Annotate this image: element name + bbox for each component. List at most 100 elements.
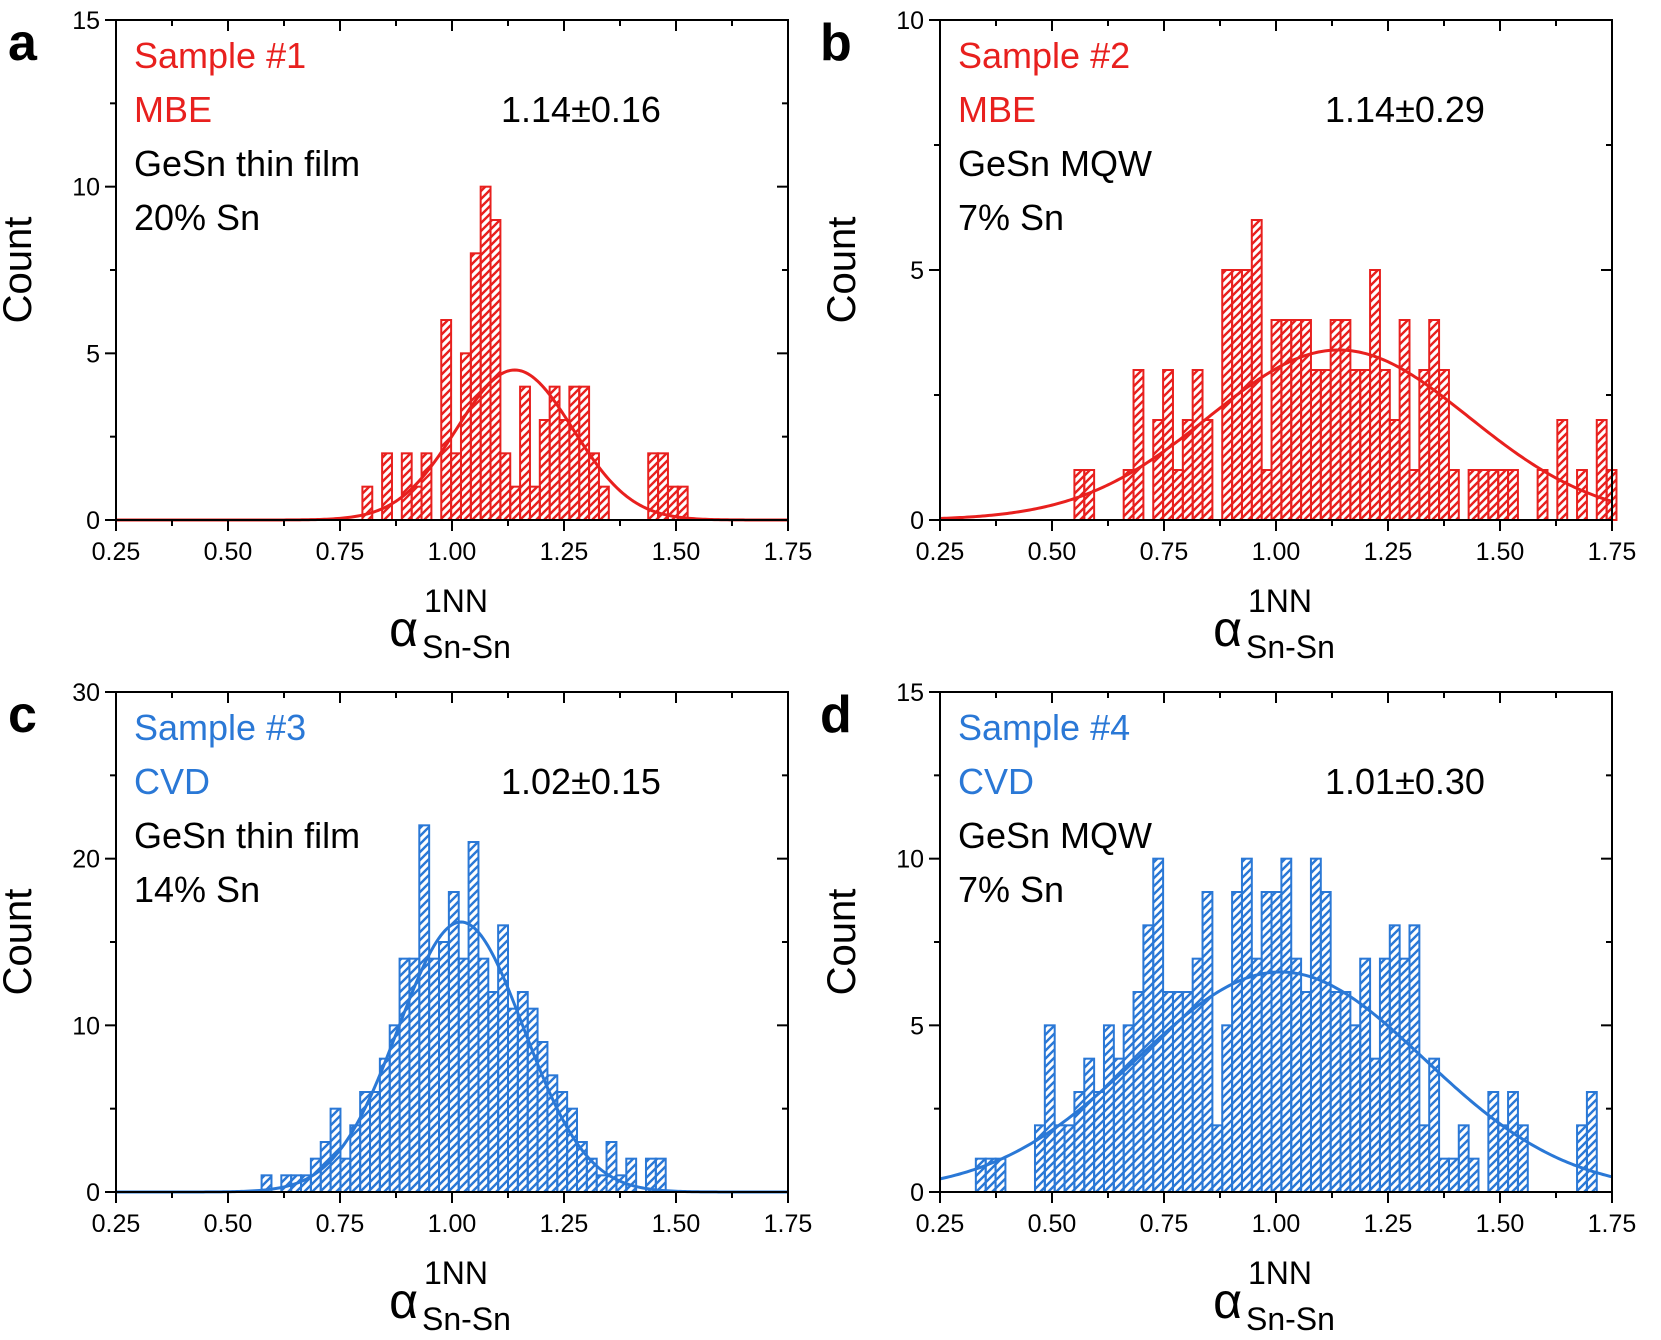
histogram-bar <box>1280 319 1293 521</box>
annotation-structure: GeSn MQW <box>958 815 1152 856</box>
histogram-bar <box>1388 924 1401 1194</box>
histogram-bar <box>1319 891 1332 1193</box>
x-axis-title-subscript: Sn-Sn <box>1246 629 1335 665</box>
histogram-bar <box>1201 891 1214 1193</box>
x-axis-title-superscript: 1NN <box>1248 1255 1312 1291</box>
x-axis-title-symbol: α <box>1213 1273 1242 1329</box>
histogram-bar <box>1418 369 1431 521</box>
y-tick-label: 20 <box>72 846 100 874</box>
y-tick-label: 0 <box>86 1179 100 1207</box>
histogram-bar <box>1536 469 1549 521</box>
x-tick-label: 1.50 <box>1476 1210 1525 1238</box>
histogram-bar <box>595 1174 608 1193</box>
histogram-bar <box>467 841 480 1193</box>
histogram-bar <box>1093 1091 1105 1193</box>
histogram-bar <box>1221 269 1234 521</box>
annotation-composition: 20% Sn <box>134 197 260 238</box>
annotation-fit-stat: 1.02±0.15 <box>501 761 661 802</box>
annotation-sample: Sample #3 <box>134 707 306 748</box>
histogram-bar <box>1585 1091 1598 1193</box>
annotation-method: MBE <box>134 89 212 130</box>
annotation-fit-stat: 1.01±0.30 <box>1325 761 1485 802</box>
gaussian-fit-curve <box>939 348 1613 520</box>
y-axis: 0 5 10 15 <box>72 7 788 535</box>
y-tick-label: 15 <box>896 679 924 707</box>
histogram-bar <box>459 352 472 521</box>
x-tick-label: 1.50 <box>1476 538 1525 566</box>
histogram-bars <box>260 824 667 1194</box>
histogram-bar <box>457 957 470 1193</box>
histogram-bar <box>605 1141 618 1193</box>
histogram-bar <box>1369 269 1381 521</box>
histogram-bar <box>1191 957 1204 1193</box>
annotation-method: CVD <box>958 761 1034 802</box>
panel-c: 0.25 0.50 0.75 1.00 1.25 1.50 1.75 0 10 20 30 Count… <box>0 679 812 1337</box>
histogram-bar <box>994 1157 1007 1194</box>
histogram-bar <box>418 824 431 1194</box>
histogram-bar <box>450 452 462 521</box>
histogram-bar <box>1329 991 1342 1193</box>
x-tick-label: 1.75 <box>1588 1210 1637 1238</box>
histogram-bar <box>1438 369 1450 521</box>
histogram-bar <box>528 485 541 522</box>
histogram-bar <box>1122 1024 1135 1193</box>
x-axis: 0.25 0.50 0.75 1.00 1.25 1.50 1.75 <box>92 20 812 566</box>
histogram-bar <box>1270 891 1283 1193</box>
histogram-bars <box>361 185 689 522</box>
x-axis-title-subscript: Sn-Sn <box>1246 1301 1335 1337</box>
histogram-bar <box>1408 469 1421 521</box>
histogram-bar <box>438 941 450 1193</box>
annotation-fit-stat: 1.14±0.16 <box>501 89 661 130</box>
y-tick-label: 10 <box>896 846 924 874</box>
histogram-bar <box>400 452 413 521</box>
histogram-bar <box>1369 1057 1381 1194</box>
histogram-bar <box>1221 1024 1234 1193</box>
gaussian-fit-curve <box>939 970 1613 1181</box>
x-axis-title-superscript: 1NN <box>424 1255 488 1291</box>
histogram-bar <box>1162 991 1174 1193</box>
histogram-bar <box>644 1157 657 1194</box>
histogram-bar <box>428 957 441 1193</box>
y-axis: 0 5 10 15 <box>896 679 1612 1207</box>
histogram-bar <box>1102 1024 1115 1193</box>
histogram-bar <box>1447 1157 1460 1194</box>
histogram-bar <box>1516 1124 1529 1193</box>
annotation-block: Sample #3 CVD GeSn thin film 14% Sn 1.02±0.1… <box>134 707 661 910</box>
histogram-bar <box>1211 1124 1224 1193</box>
annotation-block: Sample #4 CVD GeSn MQW 7% Sn 1.01±0.30 <box>958 707 1485 910</box>
histogram-bar <box>1132 369 1145 521</box>
x-tick-label: 0.50 <box>1028 1210 1077 1238</box>
histogram-bar <box>479 185 492 521</box>
histogram-bar <box>1300 319 1312 521</box>
y-tick-label: 15 <box>72 7 100 35</box>
y-axis-title: Count <box>0 889 40 996</box>
histogram-bar <box>499 452 512 521</box>
histogram-bar <box>1378 957 1391 1193</box>
x-tick-label: 1.25 <box>1364 538 1413 566</box>
histogram-bar <box>369 1091 381 1193</box>
histogram-bar <box>654 1157 667 1194</box>
panel-letter: c <box>8 686 37 744</box>
annotation-method: CVD <box>134 761 210 802</box>
panel-a: 0.25 0.50 0.75 1.00 1.25 1.50 1.75 0 5 10 15 Count α… <box>0 7 812 665</box>
x-axis-title-superscript: 1NN <box>1248 583 1312 619</box>
x-axis: 0.25 0.50 0.75 1.00 1.25 1.50 1.75 <box>916 692 1637 1238</box>
x-tick-label: 0.25 <box>92 1210 141 1238</box>
histogram-bar <box>1447 469 1460 521</box>
annotation-structure: GeSn thin film <box>134 815 360 856</box>
histogram-bar <box>538 419 551 521</box>
histogram-bar <box>1231 891 1243 1193</box>
histogram-bar <box>974 1157 987 1194</box>
histogram-bar <box>1240 269 1253 521</box>
y-axis-title: Count <box>820 889 864 996</box>
histogram-bar <box>1576 469 1588 521</box>
histogram-bar <box>1467 469 1480 521</box>
histogram-bar <box>440 319 453 521</box>
x-tick-label: 1.75 <box>1588 538 1637 566</box>
x-axis-title-subscript: Sn-Sn <box>422 629 511 665</box>
x-tick-label: 1.75 <box>764 1210 813 1238</box>
y-tick-label: 30 <box>72 679 100 707</box>
y-tick-label: 5 <box>910 257 924 285</box>
histogram-bar <box>1349 369 1362 521</box>
annotation-fit-stat: 1.14±0.29 <box>1325 89 1485 130</box>
